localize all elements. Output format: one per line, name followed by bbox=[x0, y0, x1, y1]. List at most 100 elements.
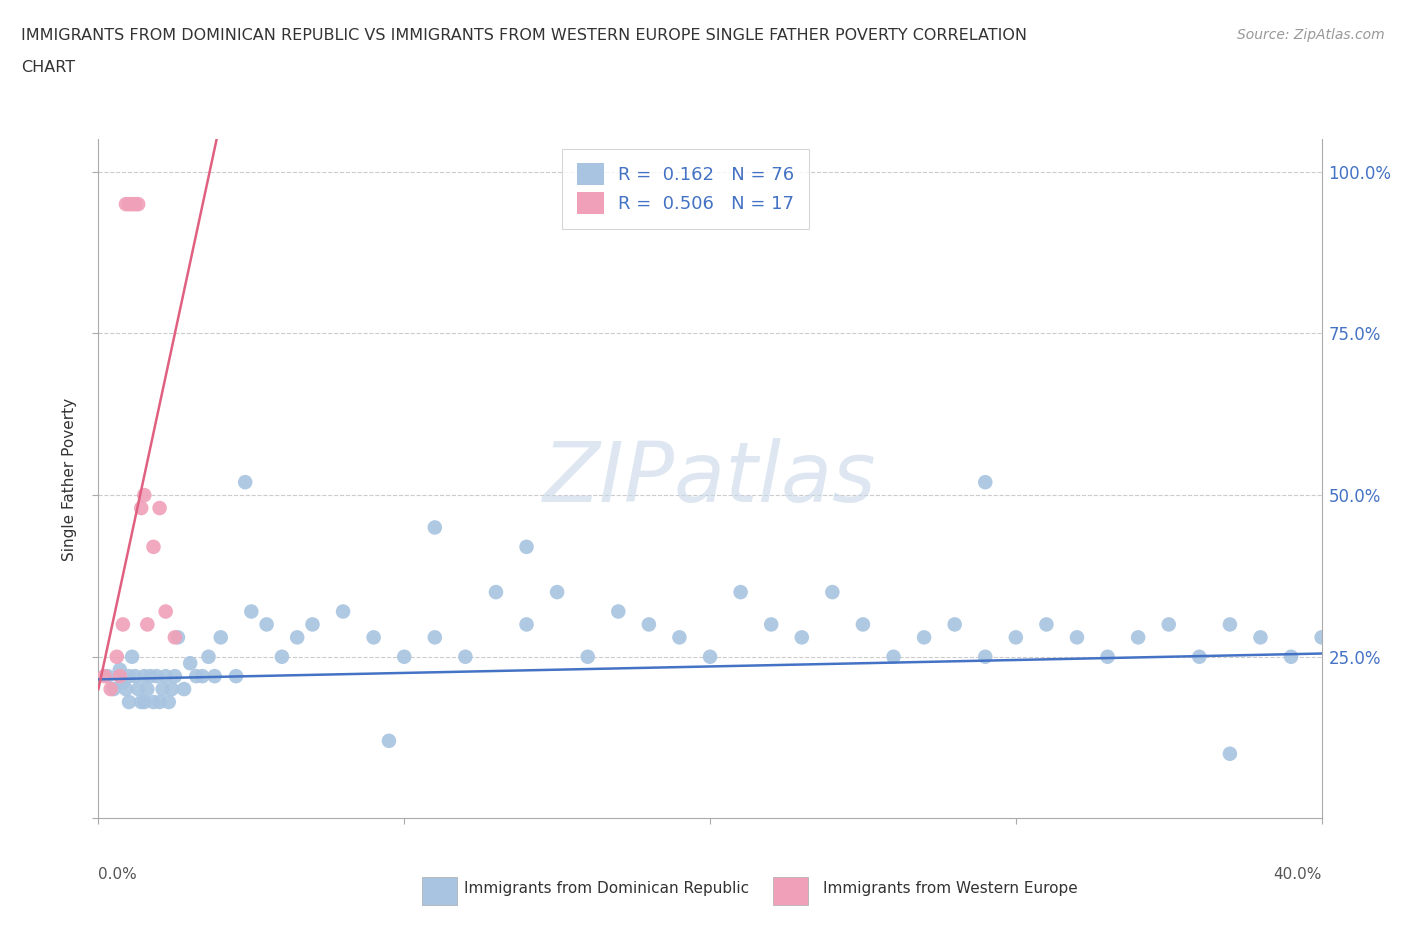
Point bbox=[516, 539, 538, 554]
Point bbox=[160, 682, 183, 697]
Point bbox=[790, 630, 813, 644]
Point bbox=[152, 682, 174, 697]
Text: 40.0%: 40.0% bbox=[1274, 867, 1322, 882]
Point bbox=[256, 617, 278, 631]
Point bbox=[1188, 649, 1211, 664]
Point bbox=[142, 695, 165, 710]
Point bbox=[378, 734, 401, 749]
Point bbox=[821, 585, 844, 600]
Point bbox=[145, 669, 167, 684]
Point bbox=[240, 604, 263, 619]
Point bbox=[134, 487, 156, 502]
Point bbox=[129, 500, 152, 515]
Point bbox=[127, 197, 149, 212]
Point bbox=[699, 649, 721, 664]
Point bbox=[167, 630, 190, 644]
Point bbox=[127, 682, 149, 697]
Point bbox=[118, 669, 141, 684]
Point bbox=[1219, 746, 1241, 761]
Point bbox=[285, 630, 308, 644]
Legend: R =  0.162   N = 76, R =  0.506   N = 17: R = 0.162 N = 76, R = 0.506 N = 17 bbox=[562, 149, 808, 229]
Point bbox=[1219, 617, 1241, 631]
Point bbox=[163, 669, 186, 684]
Point bbox=[111, 675, 134, 690]
Point bbox=[157, 695, 180, 710]
Point bbox=[155, 669, 177, 684]
Text: Immigrants from Dominican Republic: Immigrants from Dominican Republic bbox=[464, 881, 749, 896]
Point bbox=[943, 617, 966, 631]
Point bbox=[225, 669, 247, 684]
Point bbox=[1035, 617, 1057, 631]
Point bbox=[121, 197, 143, 212]
Point bbox=[637, 617, 661, 631]
Point bbox=[1066, 630, 1088, 644]
Point bbox=[883, 649, 905, 664]
Y-axis label: Single Father Poverty: Single Father Poverty bbox=[62, 397, 77, 561]
Point bbox=[423, 630, 446, 644]
Point bbox=[516, 617, 538, 631]
Text: Immigrants from Western Europe: Immigrants from Western Europe bbox=[823, 881, 1077, 896]
Text: 0.0%: 0.0% bbox=[98, 867, 138, 882]
Point bbox=[332, 604, 354, 619]
Point bbox=[105, 649, 128, 664]
Point bbox=[142, 539, 165, 554]
Point bbox=[974, 649, 997, 664]
Point bbox=[454, 649, 477, 664]
Point bbox=[1279, 649, 1302, 664]
Point bbox=[136, 617, 159, 631]
Point bbox=[139, 669, 162, 684]
Point bbox=[97, 669, 120, 684]
Point bbox=[270, 649, 292, 664]
Point bbox=[912, 630, 935, 644]
Point bbox=[118, 197, 141, 212]
Point bbox=[121, 649, 143, 664]
Point bbox=[124, 197, 146, 212]
Point bbox=[136, 682, 159, 697]
Point bbox=[100, 682, 122, 697]
Point bbox=[118, 695, 141, 710]
Point bbox=[233, 474, 256, 489]
Point bbox=[191, 669, 214, 684]
Point bbox=[108, 669, 131, 684]
Point bbox=[363, 630, 385, 644]
Point bbox=[1128, 630, 1150, 644]
Point bbox=[149, 695, 172, 710]
Point bbox=[1097, 649, 1119, 664]
Point bbox=[179, 656, 201, 671]
Point bbox=[108, 662, 131, 677]
Point bbox=[759, 617, 782, 631]
Point bbox=[134, 669, 156, 684]
Point bbox=[115, 682, 138, 697]
Text: IMMIGRANTS FROM DOMINICAN REPUBLIC VS IMMIGRANTS FROM WESTERN EUROPE SINGLE FATH: IMMIGRANTS FROM DOMINICAN REPUBLIC VS IM… bbox=[21, 28, 1028, 43]
Text: CHART: CHART bbox=[21, 60, 75, 75]
Point bbox=[423, 520, 446, 535]
Point bbox=[974, 474, 997, 489]
Point bbox=[155, 604, 177, 619]
Point bbox=[93, 669, 115, 684]
Point bbox=[173, 682, 195, 697]
Point bbox=[668, 630, 690, 644]
Point bbox=[392, 649, 416, 664]
Point bbox=[115, 197, 138, 212]
Point bbox=[576, 649, 599, 664]
Point bbox=[607, 604, 630, 619]
Point bbox=[103, 682, 125, 697]
Point bbox=[124, 669, 146, 684]
Text: ZIPatlas: ZIPatlas bbox=[543, 438, 877, 520]
Point bbox=[1249, 630, 1271, 644]
Point bbox=[730, 585, 752, 600]
Point bbox=[111, 617, 134, 631]
Point bbox=[197, 649, 219, 664]
Point bbox=[852, 617, 875, 631]
Point bbox=[186, 669, 208, 684]
Point bbox=[1157, 617, 1180, 631]
Point bbox=[129, 695, 152, 710]
Point bbox=[209, 630, 232, 644]
Point bbox=[1004, 630, 1026, 644]
Point bbox=[134, 695, 156, 710]
Point bbox=[204, 669, 226, 684]
Point bbox=[149, 500, 172, 515]
Point bbox=[301, 617, 323, 631]
Point bbox=[163, 630, 186, 644]
Text: Source: ZipAtlas.com: Source: ZipAtlas.com bbox=[1237, 28, 1385, 42]
